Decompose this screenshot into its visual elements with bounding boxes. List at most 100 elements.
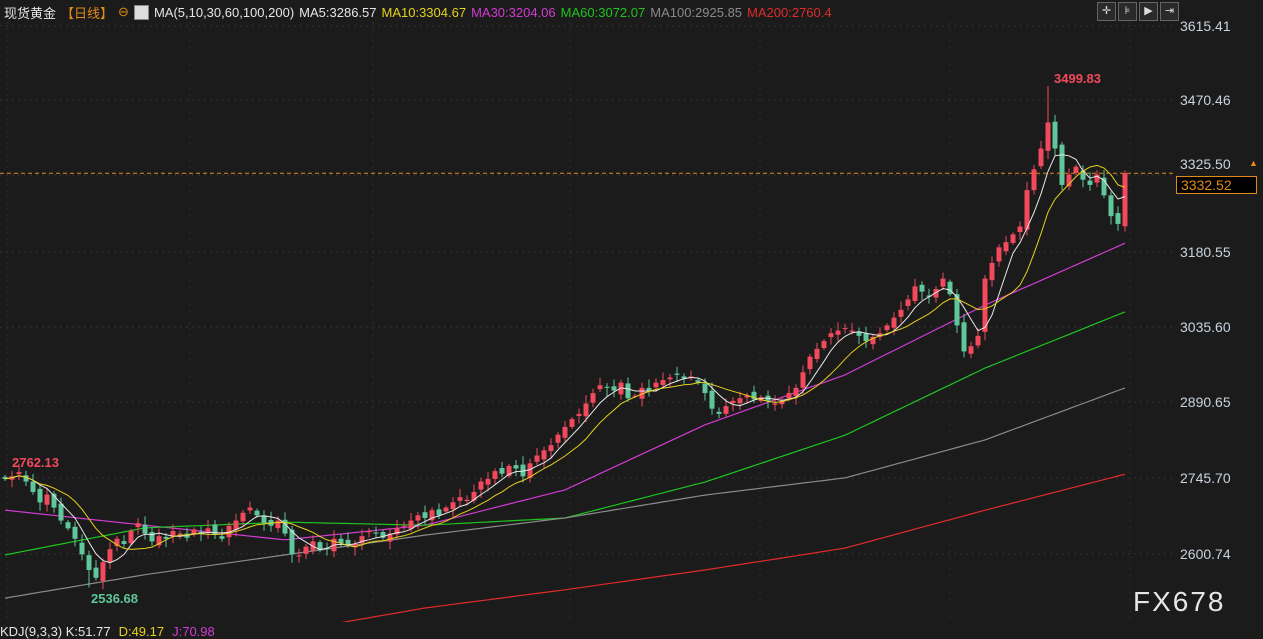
candle-body [156,536,162,546]
candle-body [688,376,694,378]
candle-body [674,373,680,375]
candle-body [170,530,176,537]
candle-body [625,383,631,399]
candle-body [51,493,57,508]
candle-body [401,525,407,527]
candle-body [485,478,491,485]
candle-body [996,247,1002,262]
ma200-line [341,473,1126,622]
candle-body [233,520,239,530]
candle-body [772,403,778,405]
candle-body [429,510,435,521]
candle-body [667,377,673,380]
candle-body [1122,173,1128,227]
candle-body [44,494,50,505]
candle-body [884,325,890,331]
candle-body [989,262,995,281]
candle-body [653,382,659,388]
candle-body [562,426,568,438]
candle-body [660,380,666,386]
candle-body [807,356,813,370]
candle-body [933,288,939,298]
candle-body [856,331,862,336]
candle-body [1010,234,1016,243]
ma5-value: MA5:3286.57 [299,4,377,20]
candle-body [786,393,792,399]
candle-body [1052,121,1058,149]
candle-body [744,395,750,398]
ma-params[interactable]: MA(5,10,30,60,100,200) [153,4,295,20]
candle-body [79,542,85,555]
candle-body [730,400,736,403]
axis-tick: 3325.50 [1180,156,1231,172]
candle-body [534,455,540,462]
period-selector[interactable]: 【日线】 [61,5,114,21]
candle-body [961,322,967,352]
candle-body [695,380,701,383]
candle-body [338,538,344,543]
crosshair-icon[interactable]: ✛ [1097,2,1116,21]
candle-body [716,411,722,414]
candle-body [541,450,547,460]
high-annotation: 3499.83 [1054,71,1101,86]
candle-body [65,522,71,529]
candle-body [597,385,603,390]
zoom-range-icon[interactable]: ⊧ [1118,2,1137,21]
candle-body [1059,144,1065,185]
candle-body [478,481,484,490]
candle-body [828,333,834,338]
axis-tick: 3615.41 [1180,18,1231,34]
candle-body [226,525,232,538]
settings-icon[interactable]: ⊖ [118,4,129,19]
candle-body [415,515,421,521]
candle-body [380,532,386,538]
candle-body [149,532,155,542]
ma5-line [4,154,1126,564]
candle-body [303,546,309,554]
candle-body [1094,174,1100,183]
axis-tick: 2745.70 [1180,470,1231,486]
candle-body [142,524,148,534]
candle-body [842,328,848,330]
kdj-d: D:49.17 [118,624,165,639]
candle-body [926,295,932,297]
left-annotation: 2762.13 [12,455,59,470]
candle-body [709,390,715,409]
candle-body [940,278,946,287]
play-icon[interactable]: ▶ [1139,2,1158,21]
exit-icon[interactable]: ⇥ [1160,2,1179,21]
candle-body [1087,180,1093,185]
candle-body [86,555,92,570]
candle-body [352,543,358,548]
candle-body [919,284,925,292]
candle-body [1080,170,1086,180]
chart-toolbar: ✛ ⊧ ▶ ⇥ [1097,2,1179,21]
candle-body [513,465,519,469]
candle-body [1115,213,1121,224]
candle-body [863,333,869,342]
candle-body [905,299,911,306]
indicator-chart-icon[interactable] [133,4,149,20]
candle-body [632,395,638,397]
candle-body [408,520,414,529]
candle-body [583,403,589,417]
candle-body [569,419,575,427]
candle-body [681,376,687,379]
candle-body [177,533,183,535]
candle-body [261,515,267,524]
axis-tick: 3470.46 [1180,92,1231,108]
candle-body [814,348,820,359]
candle-body [1038,148,1044,167]
kdj-k: KDJ(9,3,3) K:51.77 [0,624,111,639]
ma30-value: MA30:3204.06 [471,4,556,20]
candle-body [751,391,757,400]
candle-body [2,476,8,479]
scroll-up-icon[interactable]: ▲ [1249,158,1258,168]
candle-body [1031,169,1037,191]
candle-body [611,386,617,391]
candle-body [576,413,582,416]
candle-body [107,549,113,563]
candle-body [821,341,827,349]
watermark-logo: FX678 [1133,586,1226,617]
